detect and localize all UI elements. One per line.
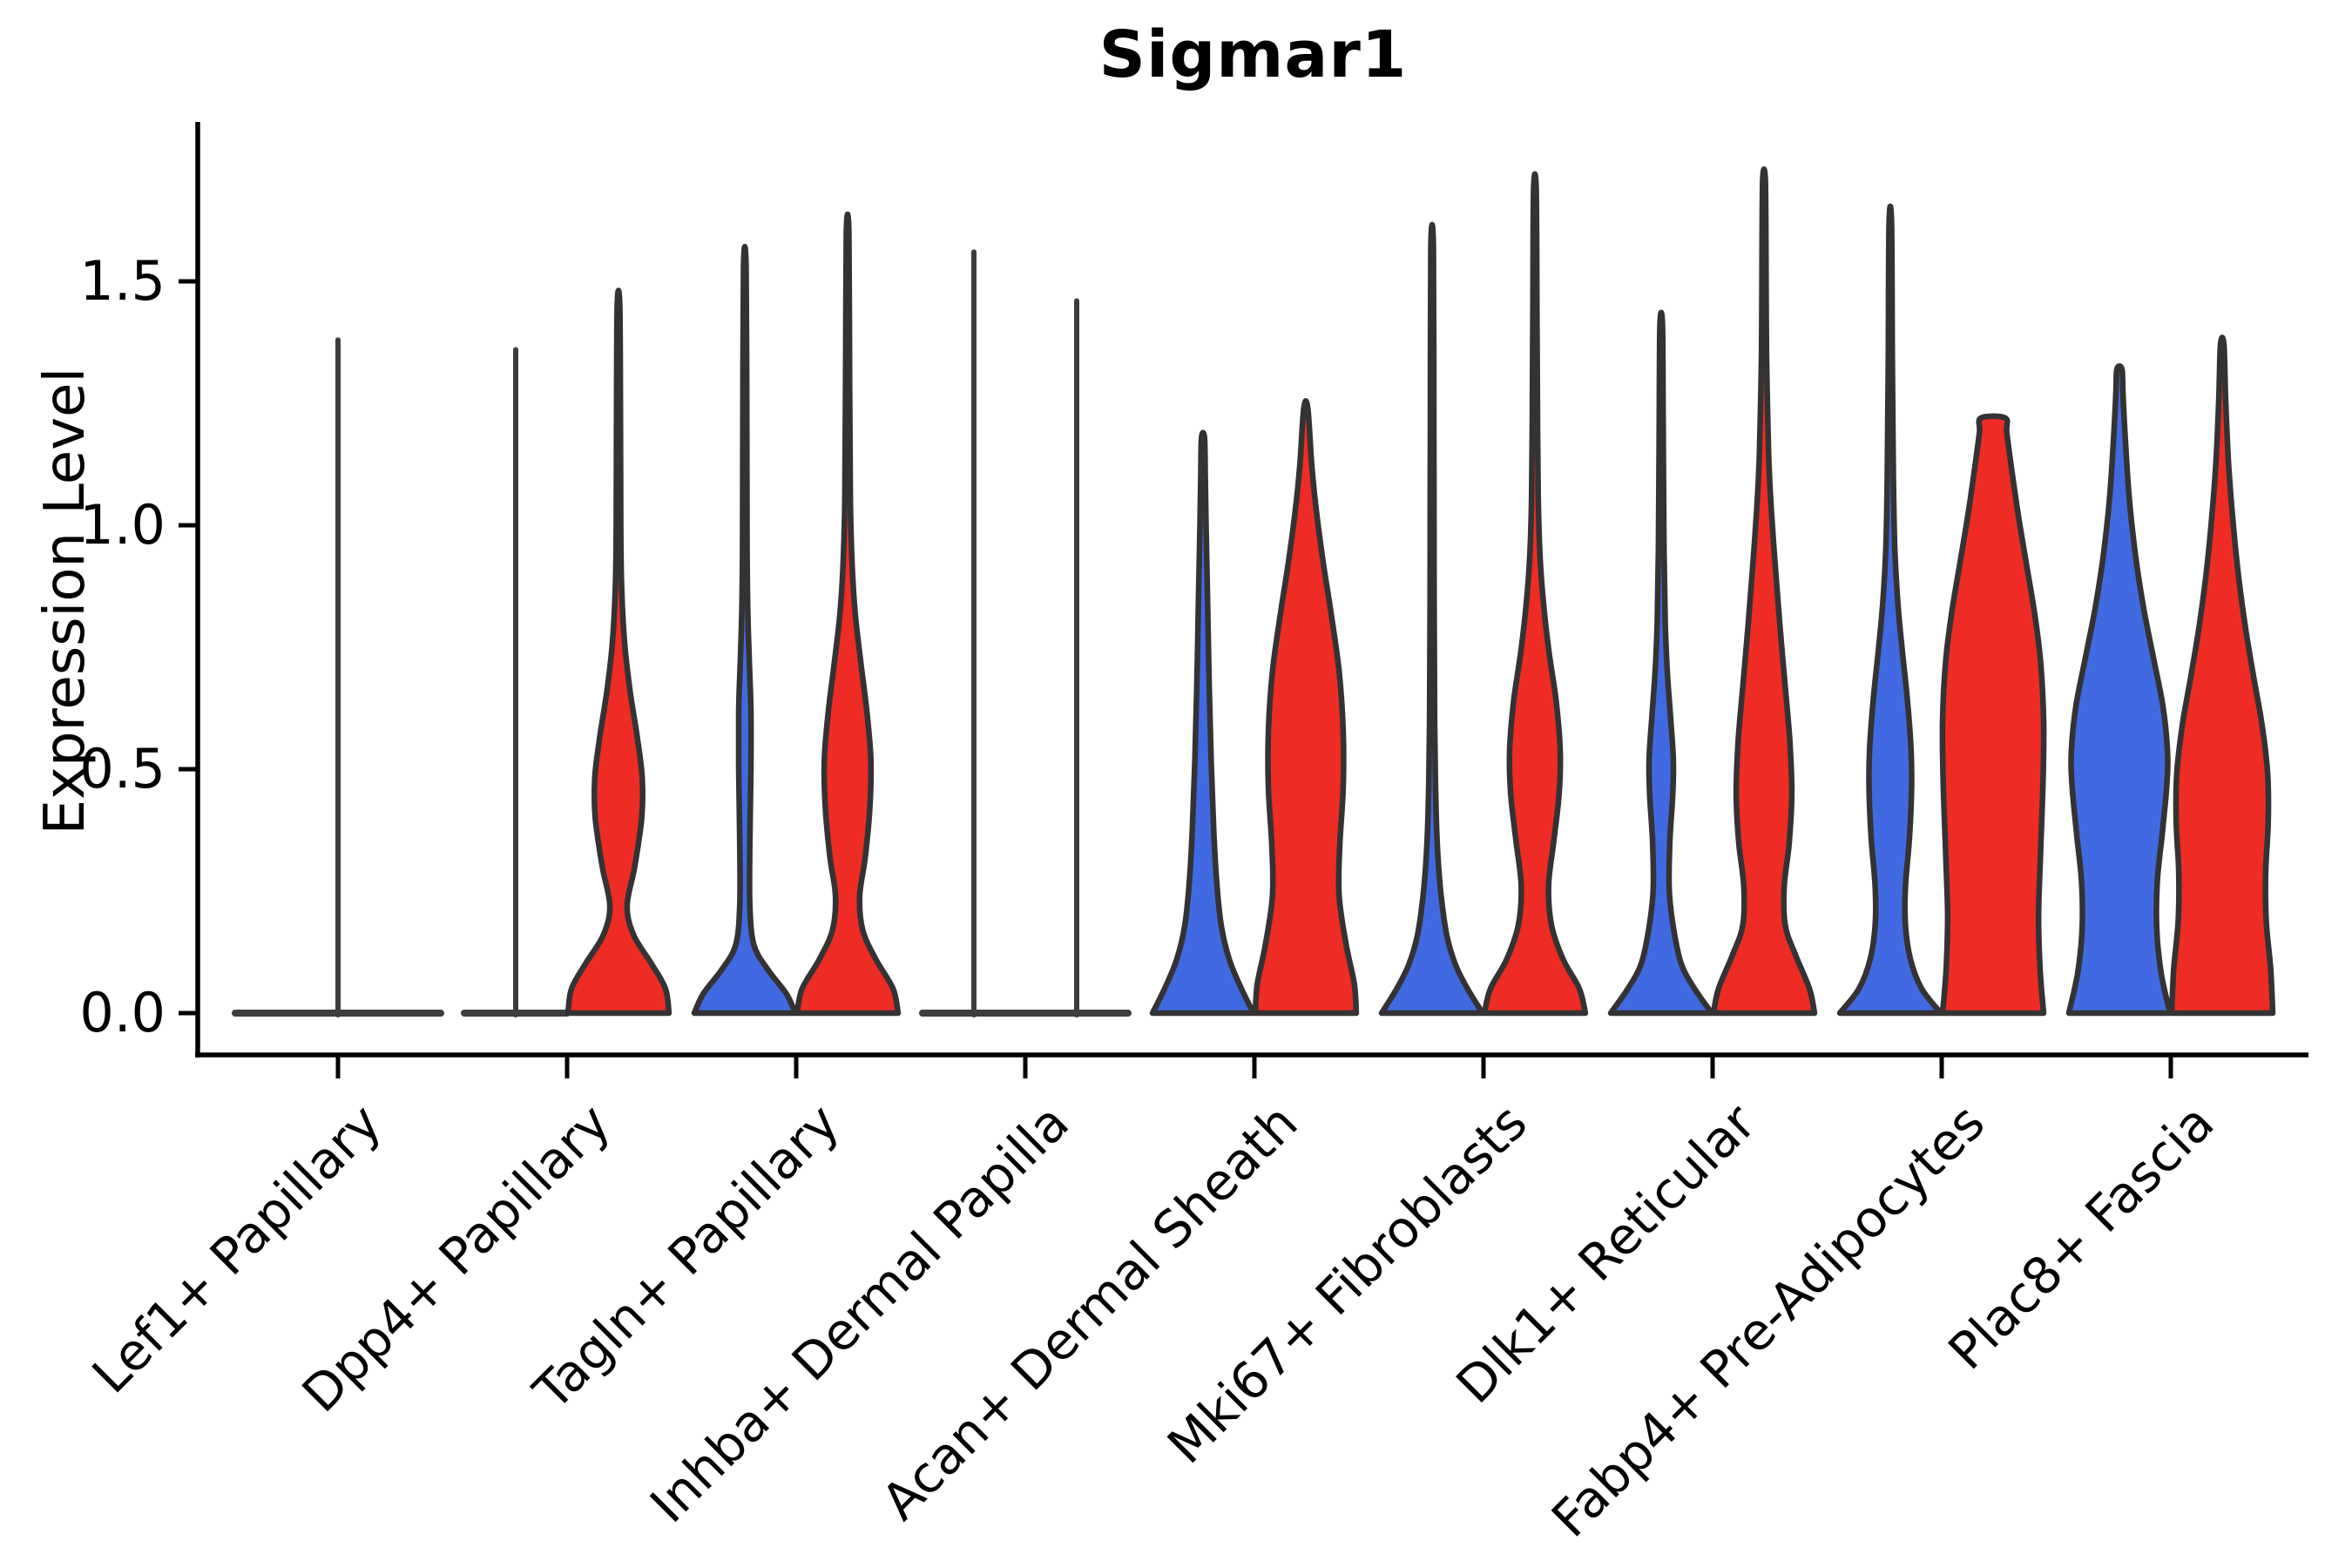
y-tick-label: 1.0 bbox=[79, 493, 166, 557]
violin-acan-dermal-sheath-left bbox=[1149, 429, 1257, 1017]
violin-dlk1-reticular-right bbox=[1710, 166, 1818, 1017]
violin-plac8-fascia-left bbox=[2065, 363, 2173, 1017]
violin-dlk1-reticular-left bbox=[1607, 309, 1715, 1017]
violin-mki67-fibroblasts-right bbox=[1481, 171, 1589, 1017]
violin-plac8-fascia-right bbox=[2168, 335, 2276, 1017]
violin-tagln-papillary-left bbox=[691, 243, 799, 1017]
violin-tagln-papillary-right bbox=[794, 211, 902, 1017]
violin-fabp4-pre-adipocytes-left bbox=[1836, 203, 1944, 1017]
violin-fabp4-pre-adipocytes-right bbox=[1939, 413, 2047, 1017]
chart-title: Sigmar1 bbox=[1098, 17, 1408, 92]
violin-acan-dermal-sheath-right bbox=[1252, 397, 1360, 1017]
violin-mki67-fibroblasts-left bbox=[1378, 221, 1486, 1017]
y-tick-label: 0.5 bbox=[79, 737, 166, 801]
y-tick-label: 0.0 bbox=[79, 981, 166, 1044]
violin-dpp4-papillary-right bbox=[564, 287, 672, 1017]
y-tick-label: 1.5 bbox=[79, 249, 166, 313]
